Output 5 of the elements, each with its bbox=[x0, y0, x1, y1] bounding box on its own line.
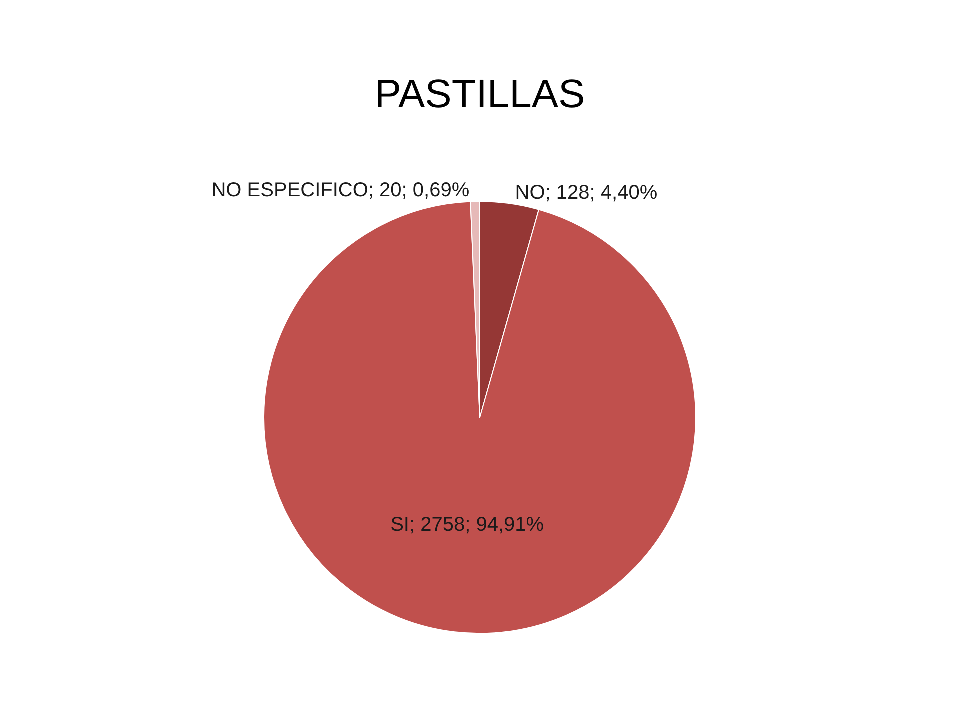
slice-label: NO; 128; 4,40% bbox=[515, 182, 658, 204]
chart-title: PASTILLAS bbox=[374, 72, 586, 117]
slice-label: NO ESPECIFICO; 20; 0,69% bbox=[212, 180, 470, 202]
slice-label: SI; 2758; 94,91% bbox=[390, 514, 544, 536]
pie-slice bbox=[264, 201, 696, 634]
